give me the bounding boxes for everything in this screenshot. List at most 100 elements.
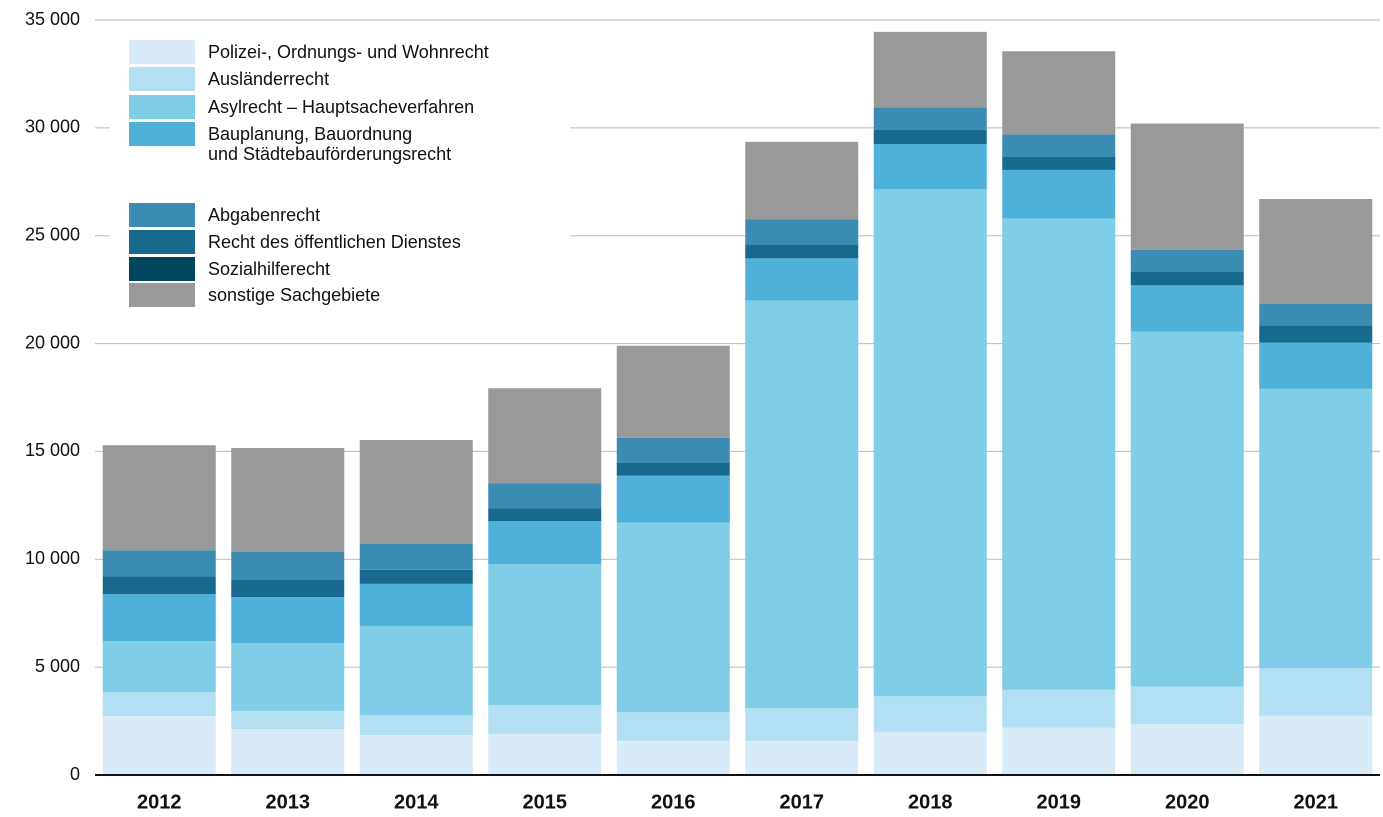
bar-segment	[873, 696, 987, 732]
bar-segment	[1002, 727, 1116, 775]
bar-segment	[1259, 325, 1373, 343]
bar-segment	[873, 189, 987, 697]
bar-segment	[873, 130, 987, 145]
legend-label: sonstige Sachgebiete	[208, 285, 381, 305]
bar-segment	[231, 642, 345, 711]
bar-segment	[488, 508, 602, 522]
legend-swatch	[129, 203, 195, 227]
bar-segment	[616, 437, 730, 463]
legend-label: Bauplanung, Bauordnung und Städtebauförd…	[208, 124, 452, 164]
bar-segment	[488, 705, 602, 735]
bar-segment	[359, 715, 473, 736]
y-tick-label: 10 000	[25, 548, 80, 568]
y-tick-label: 15 000	[25, 440, 80, 460]
legend-swatch	[129, 95, 195, 119]
bar-segment	[873, 144, 987, 190]
y-tick-label: 35 000	[25, 9, 80, 29]
bar-segment	[1259, 388, 1373, 669]
x-tick-label: 2012	[137, 791, 182, 813]
bar-segment	[616, 712, 730, 741]
bar-segment	[1259, 342, 1373, 389]
bar-segment	[102, 594, 216, 642]
bar-segment	[1002, 51, 1116, 135]
bar-segment	[1002, 156, 1116, 170]
y-tick-label: 25 000	[25, 224, 80, 244]
bar-segment	[359, 543, 473, 570]
legend-swatch	[129, 257, 195, 281]
x-tick-label: 2015	[523, 791, 568, 813]
legend-label: Polizei-, Ordnungs- und Wohnrecht	[208, 42, 489, 62]
bar-segment	[359, 735, 473, 775]
bar-segment	[488, 388, 602, 484]
bar-segment	[745, 740, 859, 775]
bar-segment	[1130, 123, 1244, 250]
y-tick-label: 5 000	[35, 656, 80, 676]
bar-segment	[102, 641, 216, 693]
bar-segment	[231, 579, 345, 598]
bar-segment	[616, 740, 730, 775]
legend-label: Ausländerrecht	[208, 69, 330, 89]
bar-segment	[1259, 199, 1373, 304]
x-tick-label: 2016	[651, 791, 696, 813]
bar-segment	[873, 31, 987, 108]
y-tick-label: 30 000	[25, 117, 80, 137]
x-tick-label: 2021	[1294, 791, 1339, 813]
bar-segment	[231, 729, 345, 775]
bar-segment	[616, 475, 730, 523]
bar-segment	[1130, 285, 1244, 332]
bar-segment	[359, 583, 473, 626]
bar-segment	[1259, 668, 1373, 716]
bar-segment	[1259, 715, 1373, 775]
x-tick-label: 2017	[780, 791, 825, 813]
bar-segment	[1130, 724, 1244, 775]
legend-label: Abgabenrecht	[208, 205, 321, 225]
legend-label: Asylrecht – Hauptsacheverfahren	[208, 97, 475, 117]
y-tick-label: 0	[70, 764, 80, 784]
bar-segment	[488, 521, 602, 565]
y-tick-label: 20 000	[25, 332, 80, 352]
bar-segment	[102, 445, 216, 551]
bar-segment	[745, 244, 859, 259]
bar-segment	[1002, 689, 1116, 728]
bar-segment	[616, 345, 730, 438]
bar-segment	[488, 734, 602, 775]
bar-segment	[1002, 218, 1116, 690]
bar-segment	[1130, 249, 1244, 272]
bar-segment	[616, 522, 730, 713]
bar-segment	[231, 710, 345, 730]
legend-swatch	[129, 283, 195, 307]
bar-segment	[1130, 331, 1244, 687]
bar-segment	[745, 708, 859, 741]
legend-swatch	[129, 122, 195, 146]
legend-swatch	[129, 230, 195, 254]
bar-segment	[359, 625, 473, 716]
bar-segment	[1130, 686, 1244, 725]
bar-segment	[745, 141, 859, 220]
bar-segment	[873, 107, 987, 131]
legend-swatch	[129, 40, 195, 64]
bar-segment	[102, 692, 216, 717]
bar-segment	[873, 731, 987, 775]
x-tick-label: 2020	[1165, 791, 1210, 813]
bar-segment	[488, 483, 602, 509]
legend-swatch	[129, 67, 195, 91]
bar-segment	[1002, 169, 1116, 219]
bar-segment	[745, 219, 859, 245]
x-tick-label: 2019	[1037, 791, 1082, 813]
bar-segment	[616, 462, 730, 476]
bar-segment	[102, 576, 216, 595]
bar-segment	[745, 300, 859, 709]
bar-segment	[231, 597, 345, 643]
bar-segment	[359, 439, 473, 544]
bar-segment	[1002, 134, 1116, 157]
bar-segment	[745, 258, 859, 301]
bar-segment	[359, 569, 473, 584]
x-tick-label: 2018	[908, 791, 953, 813]
bar-segment	[488, 564, 602, 706]
legend-label: Recht des öffentlichen Dienstes	[208, 232, 461, 252]
x-tick-label: 2014	[394, 791, 439, 813]
bar-segment	[102, 550, 216, 577]
bar-segment	[231, 551, 345, 580]
